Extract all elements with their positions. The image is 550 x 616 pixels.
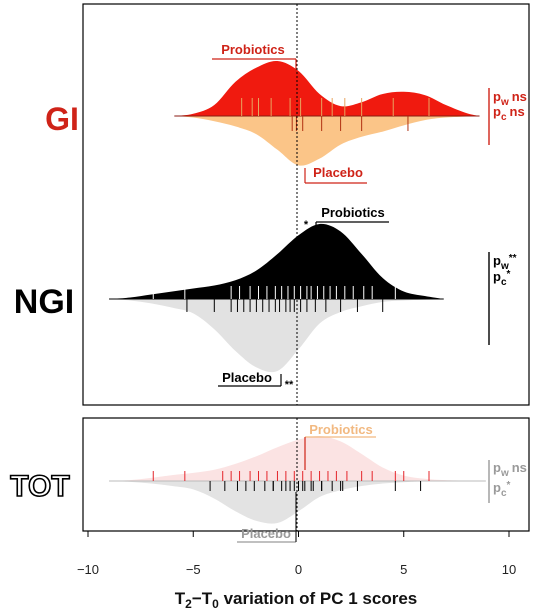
gi-placebo-label: Placebo: [313, 165, 363, 180]
gi-probiotics-violin: [174, 60, 480, 116]
ngi-placebo-label: Placebo: [222, 370, 272, 385]
group-label-tot: TOT: [10, 470, 69, 503]
ngi-probiotics-sig: *: [304, 219, 309, 231]
x-axis: −10 −5 0 5 10: [77, 531, 516, 577]
ngi-placebo-violin: [109, 299, 444, 373]
x-tick-label: 5: [400, 562, 407, 577]
top-panel-frame: [82, 3, 530, 406]
ngi-pvalue-c: pc*: [493, 269, 511, 288]
ngi-placebo-sig: **: [285, 379, 294, 391]
ngi-probiotics-violin: [109, 223, 444, 299]
points-layer: [109, 98, 486, 491]
x-tick-label: −5: [186, 562, 201, 577]
ngi-pvalue-w: pw**: [493, 253, 517, 272]
x-axis-label: T2−T0 variation of PC 1 scores: [175, 589, 418, 611]
x-tick-label: −10: [77, 562, 99, 577]
ngi-probiotics-label: Probiotics: [321, 205, 385, 220]
group-label-gi: GI: [45, 101, 79, 137]
x-tick-label: 0: [295, 562, 302, 577]
group-label-ngi: NGI: [14, 283, 74, 321]
tot-pvalue-c: pc*: [493, 480, 511, 499]
tot-probiotics-label: Probiotics: [309, 422, 373, 437]
gi-placebo-violin: [174, 116, 480, 166]
x-tick-label: 10: [502, 562, 516, 577]
gi-pvalue-w: pw ns: [493, 89, 527, 108]
gi-pvalue-c: pc ns: [493, 104, 525, 123]
gi-probiotics-label: Probiotics: [221, 42, 285, 57]
bottom-panel-frame: [82, 417, 530, 532]
tot-pvalue-w: pw ns: [493, 460, 527, 479]
tot-placebo-label: Placebo: [241, 526, 291, 541]
